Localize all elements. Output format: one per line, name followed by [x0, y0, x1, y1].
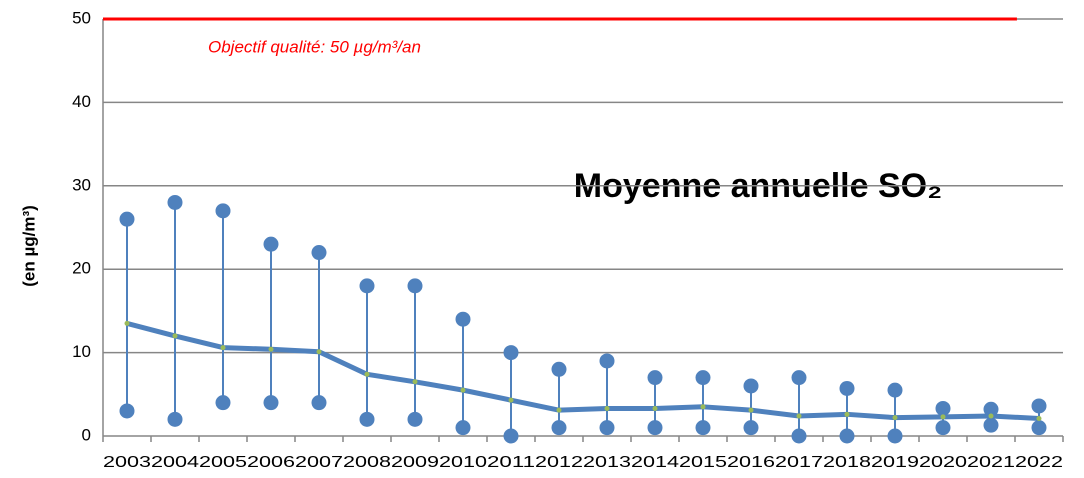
min-marker [119, 403, 135, 419]
min-marker [599, 420, 615, 436]
mean-marker [556, 407, 562, 413]
x-tick-label: 2004 [151, 454, 199, 471]
mean-marker [124, 320, 130, 326]
mean-marker [1036, 415, 1042, 421]
x-tick-label: 2005 [199, 454, 247, 471]
mean-marker [172, 333, 178, 339]
mean-marker [460, 387, 466, 393]
min-marker [935, 420, 951, 436]
x-tick-label: 2012 [535, 454, 583, 471]
min-marker [215, 395, 231, 411]
min-marker [791, 428, 807, 444]
annotation: Objectif qualité: 50 µg/m³/an [208, 37, 421, 56]
mean-marker [700, 404, 706, 410]
max-marker [503, 345, 519, 361]
mean-marker [988, 413, 994, 419]
mean-marker [796, 413, 802, 419]
max-marker [311, 245, 327, 261]
min-marker [551, 420, 567, 436]
max-marker [647, 370, 663, 386]
x-tick-label: 2022 [1015, 454, 1063, 471]
x-tick-label: 2015 [679, 454, 727, 471]
x-tick-label: 2014 [631, 454, 679, 471]
mean-marker [844, 411, 850, 417]
max-marker [1031, 398, 1047, 414]
mean-marker [508, 397, 514, 403]
max-marker [215, 203, 231, 219]
max-marker [743, 378, 759, 394]
x-tick-label: 2016 [727, 454, 775, 471]
max-marker [551, 361, 567, 377]
x-tick-label: 2018 [823, 454, 871, 471]
x-tick-label: 2020 [919, 454, 967, 471]
max-marker [263, 236, 279, 252]
x-tick-label: 2011 [487, 454, 535, 471]
min-marker [167, 411, 183, 427]
min-marker [455, 420, 471, 436]
min-marker [695, 420, 711, 436]
x-tick-label: 2013 [583, 454, 631, 471]
min-marker [263, 395, 279, 411]
min-marker [1031, 420, 1047, 436]
x-tick-label: 2019 [871, 454, 919, 471]
min-marker [983, 417, 999, 433]
min-marker [839, 428, 855, 444]
max-marker [839, 380, 855, 396]
max-marker [887, 382, 903, 398]
mean-marker [268, 346, 274, 352]
max-marker [935, 400, 951, 416]
mean-marker [652, 405, 658, 411]
mean-marker [604, 405, 610, 411]
x-tick-label: 2003 [103, 454, 151, 471]
x-tick-label: 2009 [391, 454, 439, 471]
max-marker [359, 278, 375, 294]
min-marker [407, 411, 423, 427]
max-marker [119, 211, 135, 227]
mean-marker [220, 345, 226, 351]
max-marker [407, 278, 423, 294]
mean-marker [316, 349, 322, 355]
min-marker [359, 411, 375, 427]
min-marker [647, 420, 663, 436]
min-marker [311, 395, 327, 411]
mean-line [126, 320, 1040, 421]
mean-marker [892, 415, 898, 421]
max-marker [983, 401, 999, 417]
x-tick-label: 2008 [343, 454, 391, 471]
x-tick-label: 2010 [439, 454, 487, 471]
mean-marker [364, 371, 370, 377]
max-marker [791, 370, 807, 386]
mean-marker [940, 414, 946, 420]
min-marker [743, 420, 759, 436]
mean-marker [748, 407, 754, 413]
x-tick-label: 2021 [967, 454, 1015, 471]
y-tick-label: 20 [72, 259, 91, 278]
y-tick-label: 50 [72, 8, 91, 27]
y-tick-label: 10 [72, 342, 91, 361]
y-tick-label: 30 [72, 175, 91, 194]
max-marker [695, 370, 711, 386]
max-marker [167, 194, 183, 210]
x-tick-label: 2007 [295, 454, 343, 471]
min-marker [503, 428, 519, 444]
y-tick-label: 0 [82, 425, 91, 444]
min-marker [887, 428, 903, 444]
max-marker [455, 311, 471, 327]
x-tick-label: 2006 [247, 454, 295, 471]
y-tick-label: 40 [72, 92, 91, 111]
max-marker [599, 353, 615, 369]
x-tick-label: 2017 [775, 454, 823, 471]
y-axis-label: (en µg/m³) [19, 205, 38, 287]
mean-marker [412, 379, 418, 385]
